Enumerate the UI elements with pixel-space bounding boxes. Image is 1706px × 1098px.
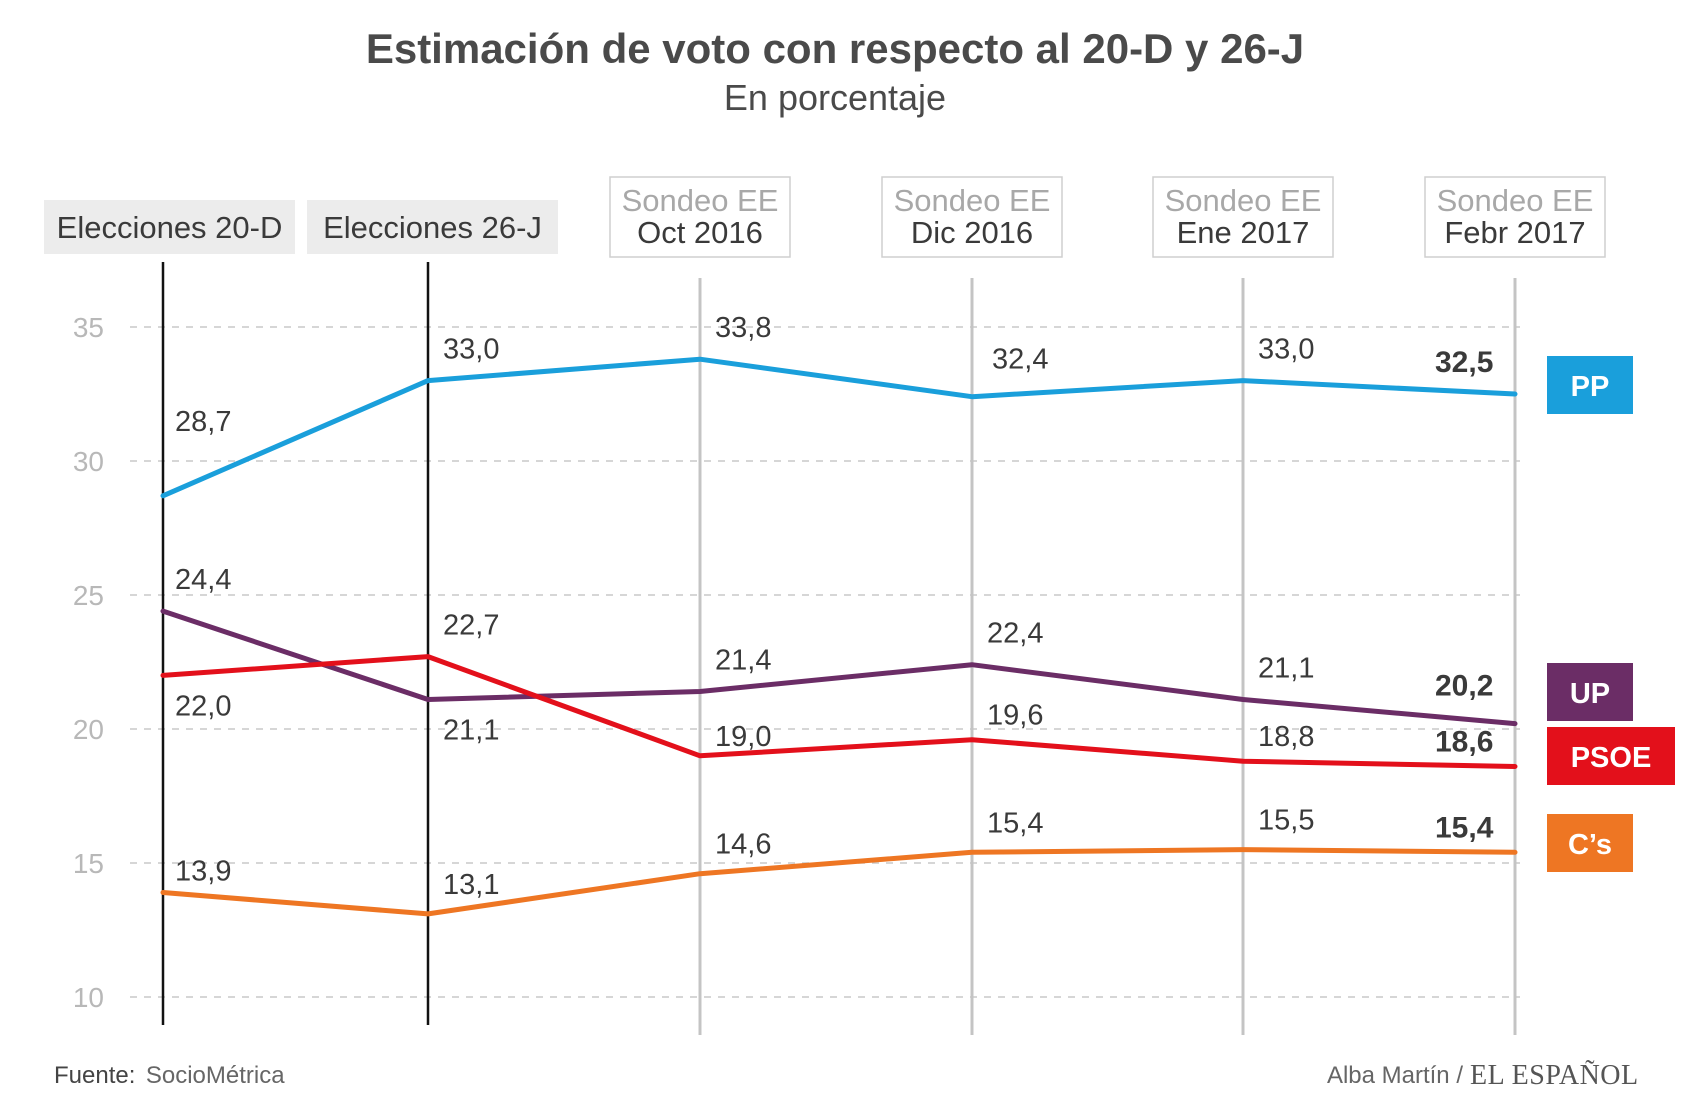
category-label: Sondeo EE: [622, 183, 779, 218]
footer-author: Alba Martín /: [1327, 1062, 1463, 1089]
footer-brand: EL ESPAÑOL: [1470, 1060, 1639, 1091]
data-label: 32,5: [1435, 346, 1493, 379]
y-tick-label: 25: [73, 580, 104, 611]
data-label: 13,9: [175, 855, 231, 887]
data-label: 18,6: [1435, 726, 1493, 759]
data-label: 15,4: [987, 807, 1043, 839]
legend-badge-label: UP: [1570, 678, 1610, 710]
data-label: 33,0: [443, 334, 499, 366]
category-label: Elecciones 26-J: [323, 210, 542, 245]
y-tick-label: 35: [73, 312, 104, 343]
data-label: 28,7: [175, 406, 231, 438]
legend-badge: [1547, 727, 1675, 785]
data-label: 14,6: [715, 829, 771, 861]
legend-badge-label: PSOE: [1571, 742, 1652, 774]
series-line-psoe: [160, 654, 1518, 769]
data-label: 24,4: [175, 564, 231, 596]
category-label: Sondeo EE: [1437, 183, 1594, 218]
data-label: 15,5: [1258, 805, 1314, 837]
category-label: Sondeo EE: [1165, 183, 1322, 218]
data-label: 21,4: [715, 644, 771, 676]
chart-subtitle: En porcentaje: [724, 77, 946, 118]
category-box: [1424, 176, 1606, 258]
y-axis-ticks: 10 15 20 25 30 35: [73, 312, 104, 1013]
legend-badge-label: PP: [1571, 371, 1610, 403]
data-label: 21,1: [1258, 653, 1314, 685]
series-line-cs: [160, 847, 1518, 917]
data-label: 19,6: [987, 700, 1043, 732]
data-labels: 28,7 33,0 33,8 32,4 33,0 32,5 24,4 21,1 21,4 22,4…: [175, 312, 1494, 901]
category-sublabel: Oct 2016: [637, 215, 763, 250]
category-box: [307, 200, 558, 254]
data-label: 18,8: [1258, 721, 1314, 753]
data-label: 22,7: [443, 610, 499, 642]
footer: Fuente: SocioMétrica Alba Martín / EL ES…: [54, 1060, 1639, 1091]
y-tick-label: 20: [73, 714, 104, 745]
category-sublabel: Febr 2017: [1444, 215, 1585, 250]
data-label: 22,4: [987, 618, 1043, 650]
legend-badge-label: C’s: [1568, 829, 1612, 861]
category-sublabel: Dic 2016: [911, 215, 1033, 250]
legend-badge: [1547, 814, 1633, 872]
y-tick-label: 15: [73, 848, 104, 879]
series-line-up: [160, 608, 1518, 727]
category-box: [881, 176, 1063, 258]
category-label: Elecciones 20-D: [57, 210, 283, 245]
y-tick-label: 10: [73, 982, 104, 1013]
footer-source: Fuente: SocioMétrica: [54, 1062, 285, 1089]
legend-badges: PP UP PSOE C’s: [1547, 356, 1675, 872]
footer-source-value: SocioMétrica: [146, 1062, 285, 1089]
category-box: [609, 176, 791, 258]
data-label: 19,0: [715, 721, 771, 753]
legend-badge: [1547, 663, 1633, 721]
data-label: 22,0: [175, 690, 231, 722]
y-tick-label: 30: [73, 446, 104, 477]
chart-title: Estimación de voto con respecto al 20-D …: [366, 25, 1304, 72]
category-label: Sondeo EE: [894, 183, 1051, 218]
category-sublabel: Ene 2017: [1177, 215, 1310, 250]
category-box: [1152, 176, 1334, 258]
series-line-pp: [160, 356, 1518, 499]
data-label: 21,1: [443, 715, 499, 747]
footer-source-label: Fuente:: [54, 1062, 135, 1089]
data-label: 15,4: [1435, 811, 1494, 844]
series-lines: [160, 356, 1518, 917]
category-box: [44, 200, 295, 254]
category-lines: [161, 262, 1517, 1035]
data-label: 32,4: [992, 344, 1048, 376]
data-label: 20,2: [1435, 670, 1493, 703]
data-label: 33,8: [715, 312, 771, 344]
data-label: 13,1: [443, 869, 499, 901]
data-label: 33,0: [1258, 334, 1314, 366]
legend-badge: [1547, 356, 1633, 414]
